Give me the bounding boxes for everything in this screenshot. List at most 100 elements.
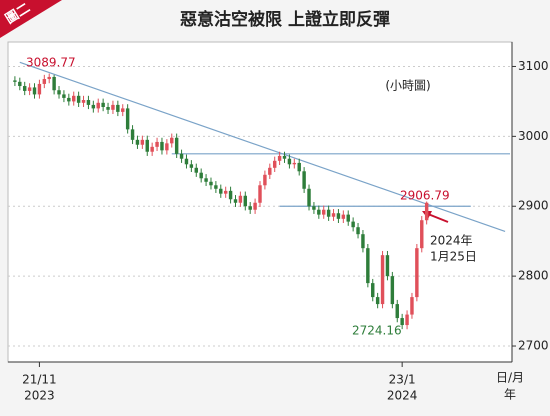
annotation-peak: 2906.79 <box>400 189 450 203</box>
candle-body <box>268 167 272 175</box>
candle-body <box>135 139 140 145</box>
candle-body <box>307 188 311 207</box>
candle-body <box>346 214 350 222</box>
candle-body <box>209 181 213 186</box>
candle-body <box>351 221 355 228</box>
candle-body <box>155 141 159 147</box>
candle-body <box>18 81 22 87</box>
y-tick-label: 3000 <box>518 129 549 143</box>
candle-body <box>42 79 47 84</box>
candle-body <box>380 255 385 305</box>
candle-body <box>243 195 248 207</box>
y-tick-label: 2900 <box>518 199 549 213</box>
candle-body <box>395 304 399 319</box>
candle-body <box>199 172 203 179</box>
chart-title: 惡意沽空被限 上證立即反彈 <box>180 9 390 30</box>
candle-body <box>96 102 100 109</box>
annotation-low: 2724.16 <box>352 324 402 338</box>
candle-body <box>312 206 316 210</box>
candle-body <box>189 164 194 168</box>
candle-body <box>277 155 282 161</box>
candle-body <box>170 137 174 144</box>
candle-body <box>361 234 365 249</box>
candle-body <box>145 139 149 152</box>
annotation-timeframe: (小時圖) <box>385 79 430 93</box>
candle-body <box>194 167 198 173</box>
candle-body <box>248 206 252 210</box>
candle-body <box>366 248 370 284</box>
candle-body <box>22 86 27 91</box>
x-axis-label: 日/月 <box>496 371 524 385</box>
y-tick-label: 2700 <box>518 339 549 353</box>
candle-body <box>81 100 86 103</box>
x-tick-year: 2023 <box>24 389 55 403</box>
candle-body <box>76 95 81 103</box>
candle-body <box>415 248 419 298</box>
candle-body <box>13 80 17 82</box>
candle-body <box>32 87 37 95</box>
candle-body <box>326 209 331 217</box>
candle-body <box>228 190 233 200</box>
y-tick-label: 3100 <box>518 59 549 73</box>
candle-body <box>52 76 56 91</box>
candle-body <box>331 213 336 217</box>
candle-body <box>47 76 51 80</box>
candle-body <box>371 283 375 298</box>
candle-body <box>121 108 125 112</box>
candle-body <box>101 102 105 107</box>
x-axis-label-year: 年 <box>504 388 516 402</box>
candle-body <box>130 129 135 140</box>
candle-body <box>375 297 380 305</box>
x-tick-label: 21/11 <box>22 373 57 387</box>
candle-body <box>106 106 110 110</box>
x-tick-label: 23/1 <box>389 373 416 387</box>
candle-body <box>405 314 409 326</box>
candle-body <box>390 276 395 305</box>
candle-body <box>86 100 91 105</box>
candle-body <box>317 209 321 215</box>
candle-body <box>62 94 66 98</box>
x-tick-year: 2024 <box>387 389 418 403</box>
candle-body <box>57 90 61 95</box>
annotation-high: 3089.77 <box>26 56 76 70</box>
candle-body <box>214 185 218 189</box>
candle-body <box>292 162 297 165</box>
candle-body <box>150 146 154 152</box>
candle-body <box>184 158 189 165</box>
candle-body <box>410 297 414 315</box>
badge-bg <box>0 0 62 38</box>
candle-body <box>37 83 42 95</box>
candle-body <box>263 174 267 186</box>
candle-body <box>356 227 360 235</box>
candle-body <box>67 97 71 102</box>
y-tick-label: 2800 <box>518 269 549 283</box>
arrow <box>427 213 449 223</box>
candle-body <box>238 195 243 203</box>
candle-body <box>297 162 301 172</box>
candle-body <box>223 190 228 194</box>
candle-body <box>174 137 179 154</box>
candle-body <box>111 104 115 110</box>
candle-body <box>282 155 287 159</box>
candle-body <box>424 202 429 221</box>
candle-body <box>204 178 208 182</box>
candle-body <box>400 318 404 326</box>
candle-body <box>253 202 257 210</box>
candle-body <box>385 255 390 277</box>
annotation-date: 2024年 <box>430 234 473 248</box>
candle-body <box>72 95 76 102</box>
candle-body <box>302 171 306 189</box>
candle-body <box>91 104 96 109</box>
candle-body <box>322 209 326 215</box>
candle-body <box>272 160 277 168</box>
candle-body <box>160 141 164 151</box>
candle-body <box>258 185 262 203</box>
annotation-date: 1月25日 <box>430 250 477 264</box>
candle-body <box>179 153 184 159</box>
candle-body <box>140 139 145 145</box>
candle-body <box>116 104 120 112</box>
candle-body <box>287 158 292 165</box>
candle-body <box>341 214 346 219</box>
